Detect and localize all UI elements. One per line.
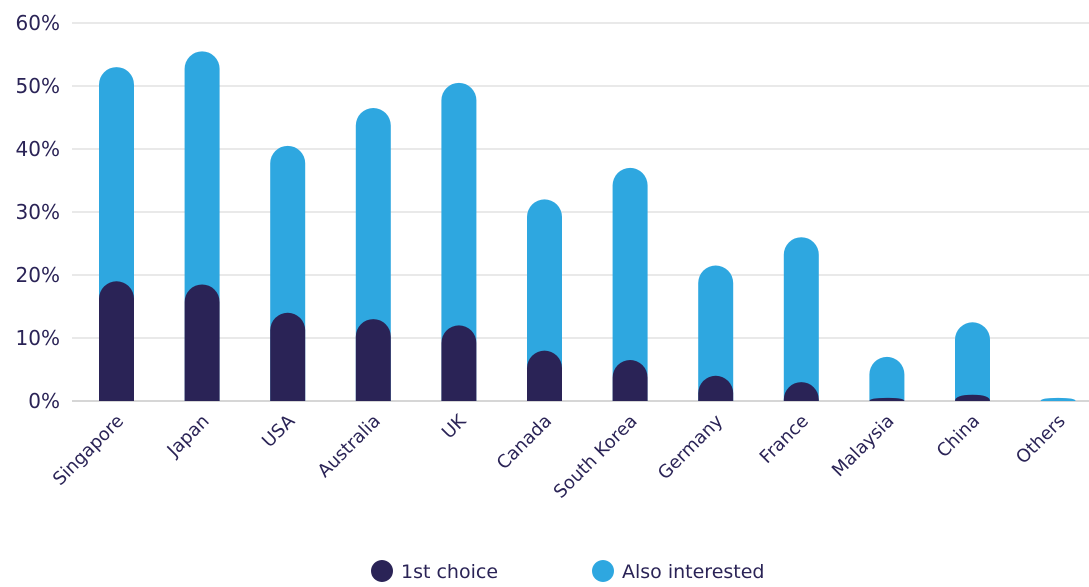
bar-also-interested	[612, 167, 648, 401]
bars	[99, 51, 1076, 402]
bar-1st-choice	[270, 312, 306, 401]
legend-label: Also interested	[622, 561, 764, 583]
y-tick-label: 0%	[28, 389, 60, 413]
bar-also-interested	[869, 356, 905, 401]
bar-also-interested	[698, 265, 734, 401]
x-category-label: Others	[1012, 411, 1070, 469]
bar-1st-choice	[99, 281, 134, 401]
x-axis-labels: Singapore Japan USA Australia UK CanadaSouth …	[49, 410, 1070, 503]
legend-swatch	[371, 560, 393, 582]
bar-1st-choice	[869, 397, 905, 401]
x-category-label: Singapore	[49, 411, 128, 490]
x-category-label: Canada	[493, 411, 556, 474]
bar-1st-choice	[955, 394, 990, 401]
y-tick-label: 20%	[16, 263, 60, 287]
gridlines	[72, 22, 1089, 402]
legend: 1st choice Also interested	[371, 560, 764, 583]
y-tick-label: 30%	[16, 200, 60, 224]
bar-also-interested	[955, 322, 990, 401]
x-category-label: Germany	[654, 410, 728, 484]
bar-also-interested	[441, 82, 477, 401]
legend-label: 1st choice	[401, 561, 498, 583]
bar-1st-choice	[355, 319, 391, 401]
x-category-label: France	[756, 411, 813, 468]
bar-1st-choice	[612, 360, 648, 401]
bar-1st-choice	[527, 350, 562, 401]
x-category-label: USA	[258, 410, 300, 452]
bar-also-interested	[783, 237, 819, 401]
x-category-label: Japan	[163, 411, 214, 462]
x-category-label: UK	[438, 410, 471, 443]
x-category-label: Malaysia	[828, 411, 898, 481]
bar-1st-choice	[698, 375, 734, 401]
bar-also-interested	[527, 199, 562, 401]
bar-1st-choice	[783, 382, 819, 401]
bar-also-interested	[1040, 397, 1076, 401]
legend-swatch	[592, 560, 614, 582]
x-category-label: Australia	[314, 411, 385, 482]
bar-1st-choice	[441, 325, 477, 401]
y-axis-ticks: 0% 10% 20% 30% 40% 50% 60%	[16, 11, 60, 413]
y-tick-label: 50%	[16, 74, 60, 98]
x-category-label: China	[933, 411, 984, 462]
x-category-label: South Korea	[550, 411, 642, 503]
y-tick-label: 10%	[16, 326, 60, 350]
y-tick-label: 60%	[16, 11, 60, 35]
y-tick-label: 40%	[16, 137, 60, 161]
bar-1st-choice	[184, 284, 220, 401]
